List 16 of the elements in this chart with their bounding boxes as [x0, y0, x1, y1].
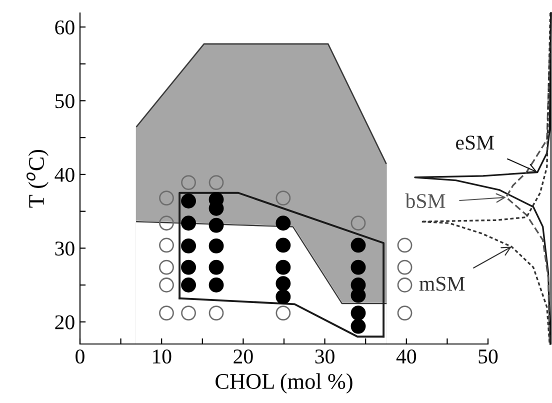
x-tick-label: 20 [234, 349, 253, 364]
x-tick-label: 30 [315, 349, 334, 364]
legend-label: bSM [405, 193, 446, 208]
y-tick-label: 60 [55, 20, 74, 34]
y-tick-label: 50 [56, 94, 74, 108]
x-tick-label: 0 [76, 349, 84, 364]
y-tick-label: 20 [55, 315, 74, 330]
y-axis-title: T ($^{o}$C) [26, 150, 48, 208]
text: mSM [419, 276, 465, 291]
y-tick-label: 30 [55, 242, 74, 256]
y-tick-label: 40 [54, 168, 74, 182]
x-tick-label: 40 [396, 349, 416, 364]
x-axis-title: CHOL (mol %) [216, 373, 352, 394]
x-tick-label: 10 [153, 349, 172, 364]
series-label: eSM [456, 136, 494, 150]
x-tick-label: 50 [478, 349, 498, 364]
